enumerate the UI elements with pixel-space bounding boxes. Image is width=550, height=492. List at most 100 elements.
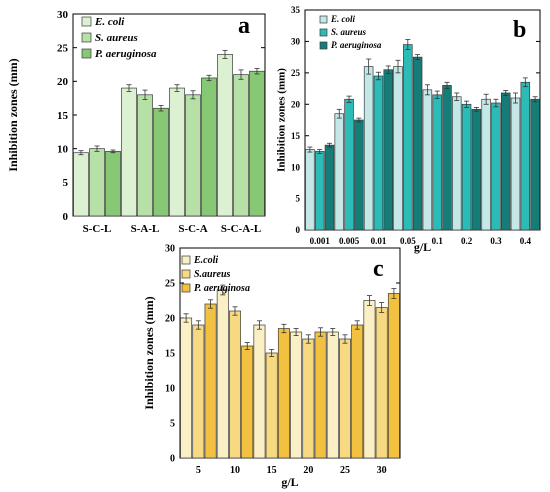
x-tick-label: 0.3 (490, 236, 502, 246)
bar (204, 303, 217, 459)
legend: E.coli S.aureus P. aeruginosa (181, 255, 250, 294)
x-tick-label: 0.001 (310, 236, 331, 246)
y-axis-label: Inhibition zones (mm) (6, 58, 20, 171)
bar (241, 345, 254, 459)
bar (105, 151, 121, 217)
y-tick-label: 0 (170, 454, 175, 465)
legend-label: S.aureus (194, 269, 231, 280)
y-tick-label: 30 (291, 37, 301, 47)
bar (73, 152, 89, 217)
legend-swatch (81, 48, 92, 59)
bar (305, 149, 315, 231)
bar (393, 66, 403, 231)
bar (334, 113, 345, 231)
y-tick-label: 15 (57, 110, 69, 122)
chart-panel-c: 0 5 10 15 20 25 30 Inhibition zones (mm) g/L 5 10 1… (142, 244, 401, 489)
bar (354, 119, 364, 231)
y-tick-label: 5 (170, 419, 175, 430)
x-tick-label: S-A-L (131, 223, 160, 235)
x-tick-label: 30 (377, 465, 387, 476)
bar (363, 300, 376, 459)
x-tick-label: 0.4 (520, 236, 532, 246)
bar (253, 324, 266, 459)
bar (314, 151, 325, 231)
x-tick-label: 25 (340, 465, 350, 476)
y-tick-label: 25 (165, 279, 175, 290)
bar (290, 331, 303, 459)
bar (481, 98, 491, 231)
bar (363, 66, 374, 231)
bar (153, 107, 169, 217)
y-tick-label: 5 (63, 177, 69, 189)
x-tick-label: 0.2 (461, 236, 473, 246)
bar (137, 94, 153, 217)
chart-panel-a: 0 5 10 15 20 25 30 Inhibition zones (mm) S-C-L S-… (6, 9, 266, 235)
y-tick-label: 5 (296, 194, 301, 204)
legend: E. coli S. aureus P. aeruginosa (81, 16, 157, 60)
y-tick-label: 10 (57, 144, 69, 156)
bar (344, 98, 354, 231)
y-tick-label: 25 (57, 43, 69, 55)
legend-swatch (181, 255, 191, 265)
y-tick-label: 0 (296, 225, 301, 235)
x-tick-label: 0.005 (339, 236, 360, 246)
y-tick-label: 25 (291, 68, 301, 78)
y-tick-label: 15 (165, 349, 175, 360)
bar (169, 87, 185, 217)
bar (192, 324, 205, 459)
legend-label: E.coli (193, 255, 218, 266)
x-tick-label: S-C-L (83, 223, 112, 235)
bar (339, 338, 351, 459)
legend-label: E. coli (94, 16, 125, 28)
y-tick-label: 20 (57, 76, 69, 88)
bar (351, 324, 364, 459)
panel-letter: b (513, 17, 526, 43)
y-tick-label: 30 (165, 244, 175, 255)
bar (471, 108, 482, 231)
bar (422, 89, 433, 231)
plot-frame (304, 9, 541, 231)
panel-letter: a (238, 13, 250, 39)
x-tick-label: 0.05 (400, 236, 416, 246)
x-tick-label: 20 (303, 465, 313, 476)
x-axis-label: g/L (414, 240, 431, 254)
bar (491, 102, 501, 231)
x-tick-label: 10 (230, 465, 240, 476)
bar (265, 352, 278, 459)
y-tick-label: 10 (291, 162, 301, 172)
y-tick-label: 20 (165, 314, 175, 325)
bar (452, 96, 462, 231)
x-tick-label: S-C-A-L (221, 223, 261, 235)
bar (412, 56, 423, 231)
bar (403, 44, 413, 231)
legend-label: S. aureus (331, 27, 367, 37)
bar (277, 328, 290, 459)
x-tick-label: 15 (267, 465, 277, 476)
x-axis-label: g/L (281, 475, 298, 489)
x-tick-label: 0.1 (432, 236, 444, 246)
bar (326, 331, 339, 459)
bar (530, 98, 540, 231)
bar (233, 74, 249, 217)
bar (520, 81, 531, 231)
bar (201, 77, 217, 217)
y-axis-label: Inhibition zones (mm) (276, 68, 288, 172)
x-tick-label: 5 (196, 465, 201, 476)
legend-label: P. aeruginosa (95, 48, 157, 60)
legend: E. coli S. aureus P. aeruginosa (319, 14, 382, 50)
legend-label: P. aeruginosa (194, 283, 250, 294)
legend-swatch (319, 28, 328, 37)
bar (387, 293, 400, 459)
legend-swatch (181, 269, 191, 279)
bar (373, 75, 384, 231)
bar (432, 94, 442, 231)
y-tick-label: 15 (291, 131, 301, 141)
x-tick-label: 0.01 (371, 236, 387, 246)
bar (217, 54, 233, 217)
legend-label: S. aureus (95, 32, 138, 44)
y-tick-label: 0 (63, 211, 69, 223)
bar (185, 94, 201, 217)
bar (121, 87, 137, 217)
